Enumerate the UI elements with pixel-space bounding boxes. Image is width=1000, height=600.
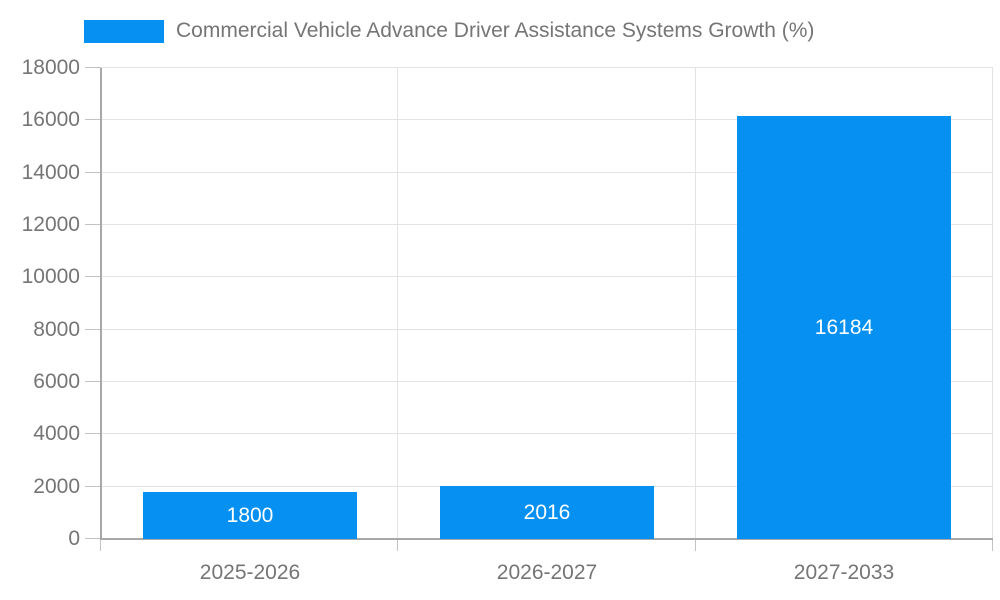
x-axis-tick (397, 539, 399, 551)
gridline-horizontal (101, 171, 993, 173)
legend: Commercial Vehicle Advance Driver Assist… (84, 18, 814, 44)
gridline-horizontal (101, 276, 993, 278)
y-axis-tick (85, 328, 101, 330)
legend-swatch (84, 19, 164, 43)
y-axis-tick-label: 0 (68, 527, 80, 550)
y-axis-tick (85, 276, 101, 278)
y-axis-tick-label: 18000 (21, 56, 80, 79)
y-axis-tick (85, 485, 101, 487)
x-axis-category-label: 2027-2033 (793, 561, 895, 584)
y-axis-tick-label: 4000 (33, 422, 80, 446)
gridline-horizontal (101, 433, 993, 435)
bar-2025-2026: 1800 (143, 492, 357, 539)
y-axis-tick-label: 6000 (33, 370, 80, 393)
y-axis-tick-label: 2000 (33, 474, 80, 498)
gridline-horizontal (101, 119, 993, 121)
x-axis-category-label: 2026-2027 (496, 561, 598, 584)
y-axis-line (100, 68, 102, 539)
gridline-horizontal (101, 381, 993, 382)
gridline-horizontal (101, 224, 993, 225)
gridline-vertical (397, 68, 399, 539)
gridline-horizontal (101, 328, 993, 330)
bar-value-label: 16184 (814, 315, 874, 339)
gridline-vertical (992, 68, 993, 539)
y-axis-tick (85, 224, 101, 225)
y-axis-tick (85, 67, 101, 68)
x-axis-tick (694, 539, 696, 551)
x-axis-tick (992, 539, 993, 551)
x-axis-tick (100, 539, 101, 551)
bar-2027-2033: 16184 (737, 116, 951, 539)
chart-title: Commercial Vehicle Advance Driver Assist… (176, 19, 815, 42)
bar-value-label: 2016 (523, 500, 571, 524)
y-axis-tick-label: 8000 (33, 317, 80, 341)
x-axis-line (100, 538, 993, 540)
gridline-horizontal (101, 67, 993, 68)
y-axis-tick-label: 12000 (21, 213, 80, 236)
y-axis-tick-label: 14000 (21, 160, 80, 184)
y-axis-tick (85, 171, 101, 173)
y-axis-tick (85, 381, 101, 382)
y-axis-tick-label: 16000 (21, 108, 80, 132)
y-axis-tick-label: 10000 (21, 265, 80, 289)
x-axis-category-label: 2025-2026 (199, 561, 301, 584)
bar-value-label: 1800 (226, 503, 274, 527)
bar-2026-2027: 2016 (440, 486, 654, 539)
y-axis-tick (85, 433, 101, 435)
y-axis-tick (85, 119, 101, 121)
y-axis-tick (85, 538, 101, 539)
gridline-vertical (694, 68, 696, 539)
